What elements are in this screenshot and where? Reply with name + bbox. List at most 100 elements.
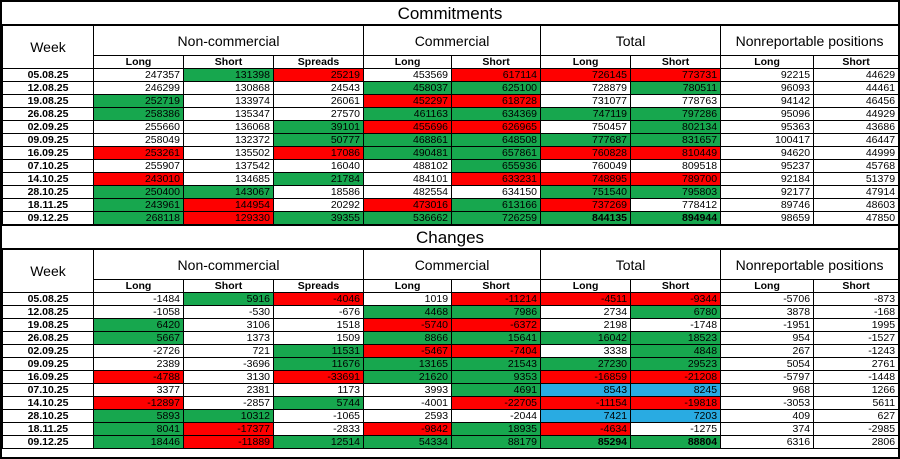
- data-cell[interactable]: 2381: [183, 383, 274, 397]
- data-cell[interactable]: 243961: [93, 198, 184, 212]
- data-cell[interactable]: -3053: [720, 396, 815, 410]
- data-cell[interactable]: 797286: [630, 107, 722, 121]
- data-cell[interactable]: 10312: [183, 409, 274, 423]
- data-cell[interactable]: -5706: [720, 292, 815, 306]
- data-cell[interactable]: 46456: [813, 94, 900, 108]
- data-cell[interactable]: 1266: [813, 383, 900, 397]
- data-cell[interactable]: -5740: [363, 318, 453, 332]
- data-cell[interactable]: 5893: [93, 409, 184, 423]
- week-cell[interactable]: 09.12.25: [2, 211, 94, 225]
- data-cell[interactable]: 7986: [451, 305, 542, 319]
- data-cell[interactable]: 2734: [540, 305, 632, 319]
- data-cell[interactable]: 468861: [363, 133, 453, 147]
- data-cell[interactable]: 94142: [720, 94, 815, 108]
- week-cell[interactable]: 07.10.25: [2, 159, 94, 173]
- data-cell[interactable]: -5797: [720, 370, 815, 384]
- data-cell[interactable]: 26061: [272, 94, 365, 108]
- week-cell[interactable]: 12.08.25: [2, 305, 94, 319]
- data-cell[interactable]: 21543: [451, 357, 542, 371]
- data-cell[interactable]: 2198: [540, 318, 632, 332]
- data-cell[interactable]: 634369: [451, 107, 542, 121]
- data-cell[interactable]: -4788: [93, 370, 184, 384]
- data-cell[interactable]: 4848: [630, 344, 722, 358]
- data-cell[interactable]: 45768: [813, 159, 900, 173]
- data-cell[interactable]: 750457: [540, 120, 632, 134]
- week-cell[interactable]: 05.08.25: [2, 68, 94, 82]
- data-cell[interactable]: 954: [720, 331, 815, 345]
- data-cell[interactable]: -9842: [363, 422, 453, 436]
- data-cell[interactable]: 25219: [272, 68, 365, 82]
- data-cell[interactable]: 44629: [813, 68, 900, 82]
- data-cell[interactable]: 21784: [272, 172, 365, 186]
- data-cell[interactable]: 1509: [272, 331, 365, 345]
- data-cell[interactable]: 9353: [451, 370, 542, 384]
- week-cell[interactable]: 18.11.25: [2, 198, 94, 212]
- data-cell[interactable]: 15641: [451, 331, 542, 345]
- data-cell[interactable]: 721: [183, 344, 274, 358]
- data-cell[interactable]: 27230: [540, 357, 632, 371]
- data-cell[interactable]: 44929: [813, 107, 900, 121]
- data-cell[interactable]: 6780: [630, 305, 722, 319]
- data-cell[interactable]: 737269: [540, 198, 632, 212]
- data-cell[interactable]: 751540: [540, 185, 632, 199]
- data-cell[interactable]: 2593: [363, 409, 453, 423]
- data-cell[interactable]: 135347: [183, 107, 274, 121]
- data-cell[interactable]: 24543: [272, 81, 365, 95]
- data-cell[interactable]: 473016: [363, 198, 453, 212]
- data-cell[interactable]: 11531: [272, 344, 365, 358]
- data-cell[interactable]: 626965: [451, 120, 542, 134]
- data-cell[interactable]: 802134: [630, 120, 722, 134]
- data-cell[interactable]: -1448: [813, 370, 900, 384]
- data-cell[interactable]: -4046: [272, 292, 365, 306]
- data-cell[interactable]: 778412: [630, 198, 722, 212]
- data-cell[interactable]: 258049: [93, 133, 184, 147]
- week-cell[interactable]: 14.10.25: [2, 396, 94, 410]
- data-cell[interactable]: -4634: [540, 422, 632, 436]
- data-cell[interactable]: -2726: [93, 344, 184, 358]
- data-cell[interactable]: 135502: [183, 146, 274, 160]
- data-cell[interactable]: 92184: [720, 172, 815, 186]
- data-cell[interactable]: 50777: [272, 133, 365, 147]
- data-cell[interactable]: 1373: [183, 331, 274, 345]
- data-cell[interactable]: 4691: [451, 383, 542, 397]
- data-cell[interactable]: 131398: [183, 68, 274, 82]
- data-cell[interactable]: 95363: [720, 120, 815, 134]
- data-cell[interactable]: 490481: [363, 146, 453, 160]
- data-cell[interactable]: 453569: [363, 68, 453, 82]
- data-cell[interactable]: 134685: [183, 172, 274, 186]
- data-cell[interactable]: 5054: [720, 357, 815, 371]
- data-cell[interactable]: 8866: [363, 331, 453, 345]
- data-cell[interactable]: 844135: [540, 211, 632, 225]
- data-cell[interactable]: 21620: [363, 370, 453, 384]
- data-cell[interactable]: 8245: [630, 383, 722, 397]
- data-cell[interactable]: 810449: [630, 146, 722, 160]
- data-cell[interactable]: 130868: [183, 81, 274, 95]
- data-cell[interactable]: -3696: [183, 357, 274, 371]
- data-cell[interactable]: -530: [183, 305, 274, 319]
- data-cell[interactable]: 5611: [813, 396, 900, 410]
- data-cell[interactable]: -12897: [93, 396, 184, 410]
- week-cell[interactable]: 19.08.25: [2, 318, 94, 332]
- data-cell[interactable]: 144954: [183, 198, 274, 212]
- data-cell[interactable]: -1243: [813, 344, 900, 358]
- data-cell[interactable]: 657861: [451, 146, 542, 160]
- data-cell[interactable]: -1058: [93, 305, 184, 319]
- data-cell[interactable]: 625100: [451, 81, 542, 95]
- data-cell[interactable]: -1484: [93, 292, 184, 306]
- data-cell[interactable]: 12514: [272, 435, 365, 449]
- data-cell[interactable]: 92215: [720, 68, 815, 82]
- data-cell[interactable]: 617114: [451, 68, 542, 82]
- data-cell[interactable]: 3106: [183, 318, 274, 332]
- data-cell[interactable]: 968: [720, 383, 815, 397]
- data-cell[interactable]: 27570: [272, 107, 365, 121]
- week-cell[interactable]: 28.10.25: [2, 409, 94, 423]
- data-cell[interactable]: 894944: [630, 211, 722, 225]
- data-cell[interactable]: 85294: [540, 435, 632, 449]
- data-cell[interactable]: 18935: [451, 422, 542, 436]
- data-cell[interactable]: 252719: [93, 94, 184, 108]
- data-cell[interactable]: 4468: [363, 305, 453, 319]
- data-cell[interactable]: 6316: [720, 435, 815, 449]
- data-cell[interactable]: 409: [720, 409, 815, 423]
- week-cell[interactable]: 09.09.25: [2, 357, 94, 371]
- data-cell[interactable]: -2985: [813, 422, 900, 436]
